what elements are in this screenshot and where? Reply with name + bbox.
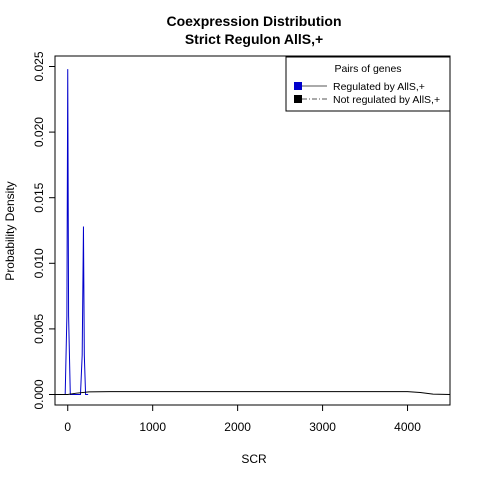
y-tick-label: 0.025 [32,51,46,81]
legend: Pairs of genes Regulated by AllS,+Not re… [285,56,451,112]
x-tick-label: 3000 [309,420,336,434]
chart-subtitle: Strict Regulon AllS,+ [185,31,323,47]
legend-box [285,56,451,112]
x-axis: 0 1000 2000 3000 4000 [64,405,421,434]
x-tick-label: 1000 [139,420,166,434]
y-tick-label: 0.000 [32,379,46,409]
y-axis-label: Probability Density [3,181,17,280]
series-line-1 [55,69,89,395]
legend-swatch [294,95,302,103]
legend-title: Pairs of genes [334,63,401,75]
y-tick-label: 0.010 [32,248,46,278]
series-line-2 [55,391,451,395]
series-layer [55,69,451,395]
plot-frame [54,55,451,406]
x-tick-label: 0 [64,420,71,434]
x-axis-label: SCR [241,452,267,466]
legend-entry-label: Regulated by AllS,+ [333,81,425,93]
y-tick-label: 0.020 [32,117,46,147]
x-tick-label: 4000 [394,420,421,434]
y-axis: 0.000 0.005 0.010 0.015 0.020 0.025 [32,51,55,410]
chart-title: Coexpression Distribution [166,13,341,29]
x-tick-label: 2000 [224,420,251,434]
y-tick-label: 0.015 [32,182,46,212]
legend-swatch [294,82,302,90]
legend-entries: Regulated by AllS,+Not regulated by AllS… [294,81,440,106]
y-tick-label: 0.005 [32,314,46,344]
legend-entry-label: Not regulated by AllS,+ [333,94,440,106]
